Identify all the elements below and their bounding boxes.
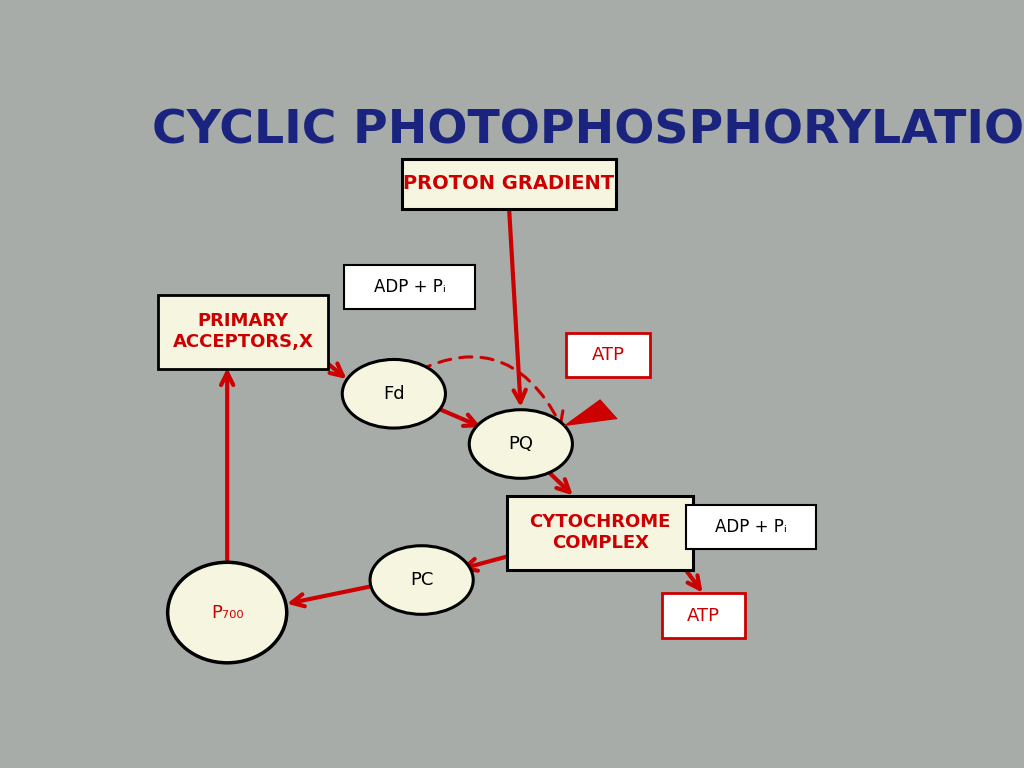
Text: PC: PC — [410, 571, 433, 589]
FancyBboxPatch shape — [344, 265, 475, 310]
FancyBboxPatch shape — [566, 333, 650, 378]
Text: PQ: PQ — [508, 435, 534, 453]
PathPatch shape — [563, 399, 617, 426]
FancyBboxPatch shape — [662, 594, 745, 637]
Text: CYCLIC PHOTOPHOSPHORYLATION: CYCLIC PHOTOPHOSPHORYLATION — [152, 108, 1024, 153]
Ellipse shape — [370, 546, 473, 614]
FancyBboxPatch shape — [158, 295, 329, 369]
Ellipse shape — [168, 562, 287, 663]
Ellipse shape — [342, 359, 445, 428]
FancyBboxPatch shape — [401, 159, 616, 209]
Ellipse shape — [469, 409, 572, 478]
Text: ATP: ATP — [687, 607, 720, 624]
FancyBboxPatch shape — [685, 505, 816, 549]
Text: Fd: Fd — [383, 385, 404, 402]
Text: PROTON GRADIENT: PROTON GRADIENT — [403, 174, 614, 194]
FancyBboxPatch shape — [507, 496, 693, 570]
Text: CYTOCHROME
COMPLEX: CYTOCHROME COMPLEX — [529, 513, 671, 552]
Text: ADP + Pᵢ: ADP + Pᵢ — [374, 278, 445, 296]
FancyArrowPatch shape — [400, 357, 563, 425]
Text: ADP + Pᵢ: ADP + Pᵢ — [715, 518, 786, 536]
Text: PRIMARY
ACCEPTORS,X: PRIMARY ACCEPTORS,X — [173, 313, 313, 351]
Text: ATP: ATP — [592, 346, 625, 364]
Text: P₇₀₀: P₇₀₀ — [211, 604, 244, 621]
